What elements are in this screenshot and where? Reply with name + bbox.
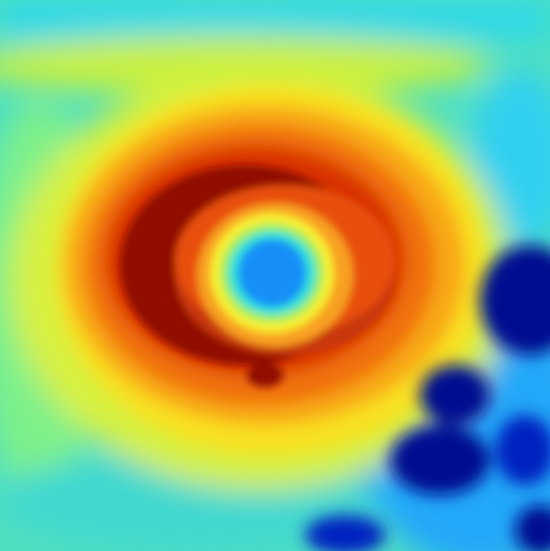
cold-region	[305, 245, 550, 551]
eyewall	[120, 165, 395, 387]
